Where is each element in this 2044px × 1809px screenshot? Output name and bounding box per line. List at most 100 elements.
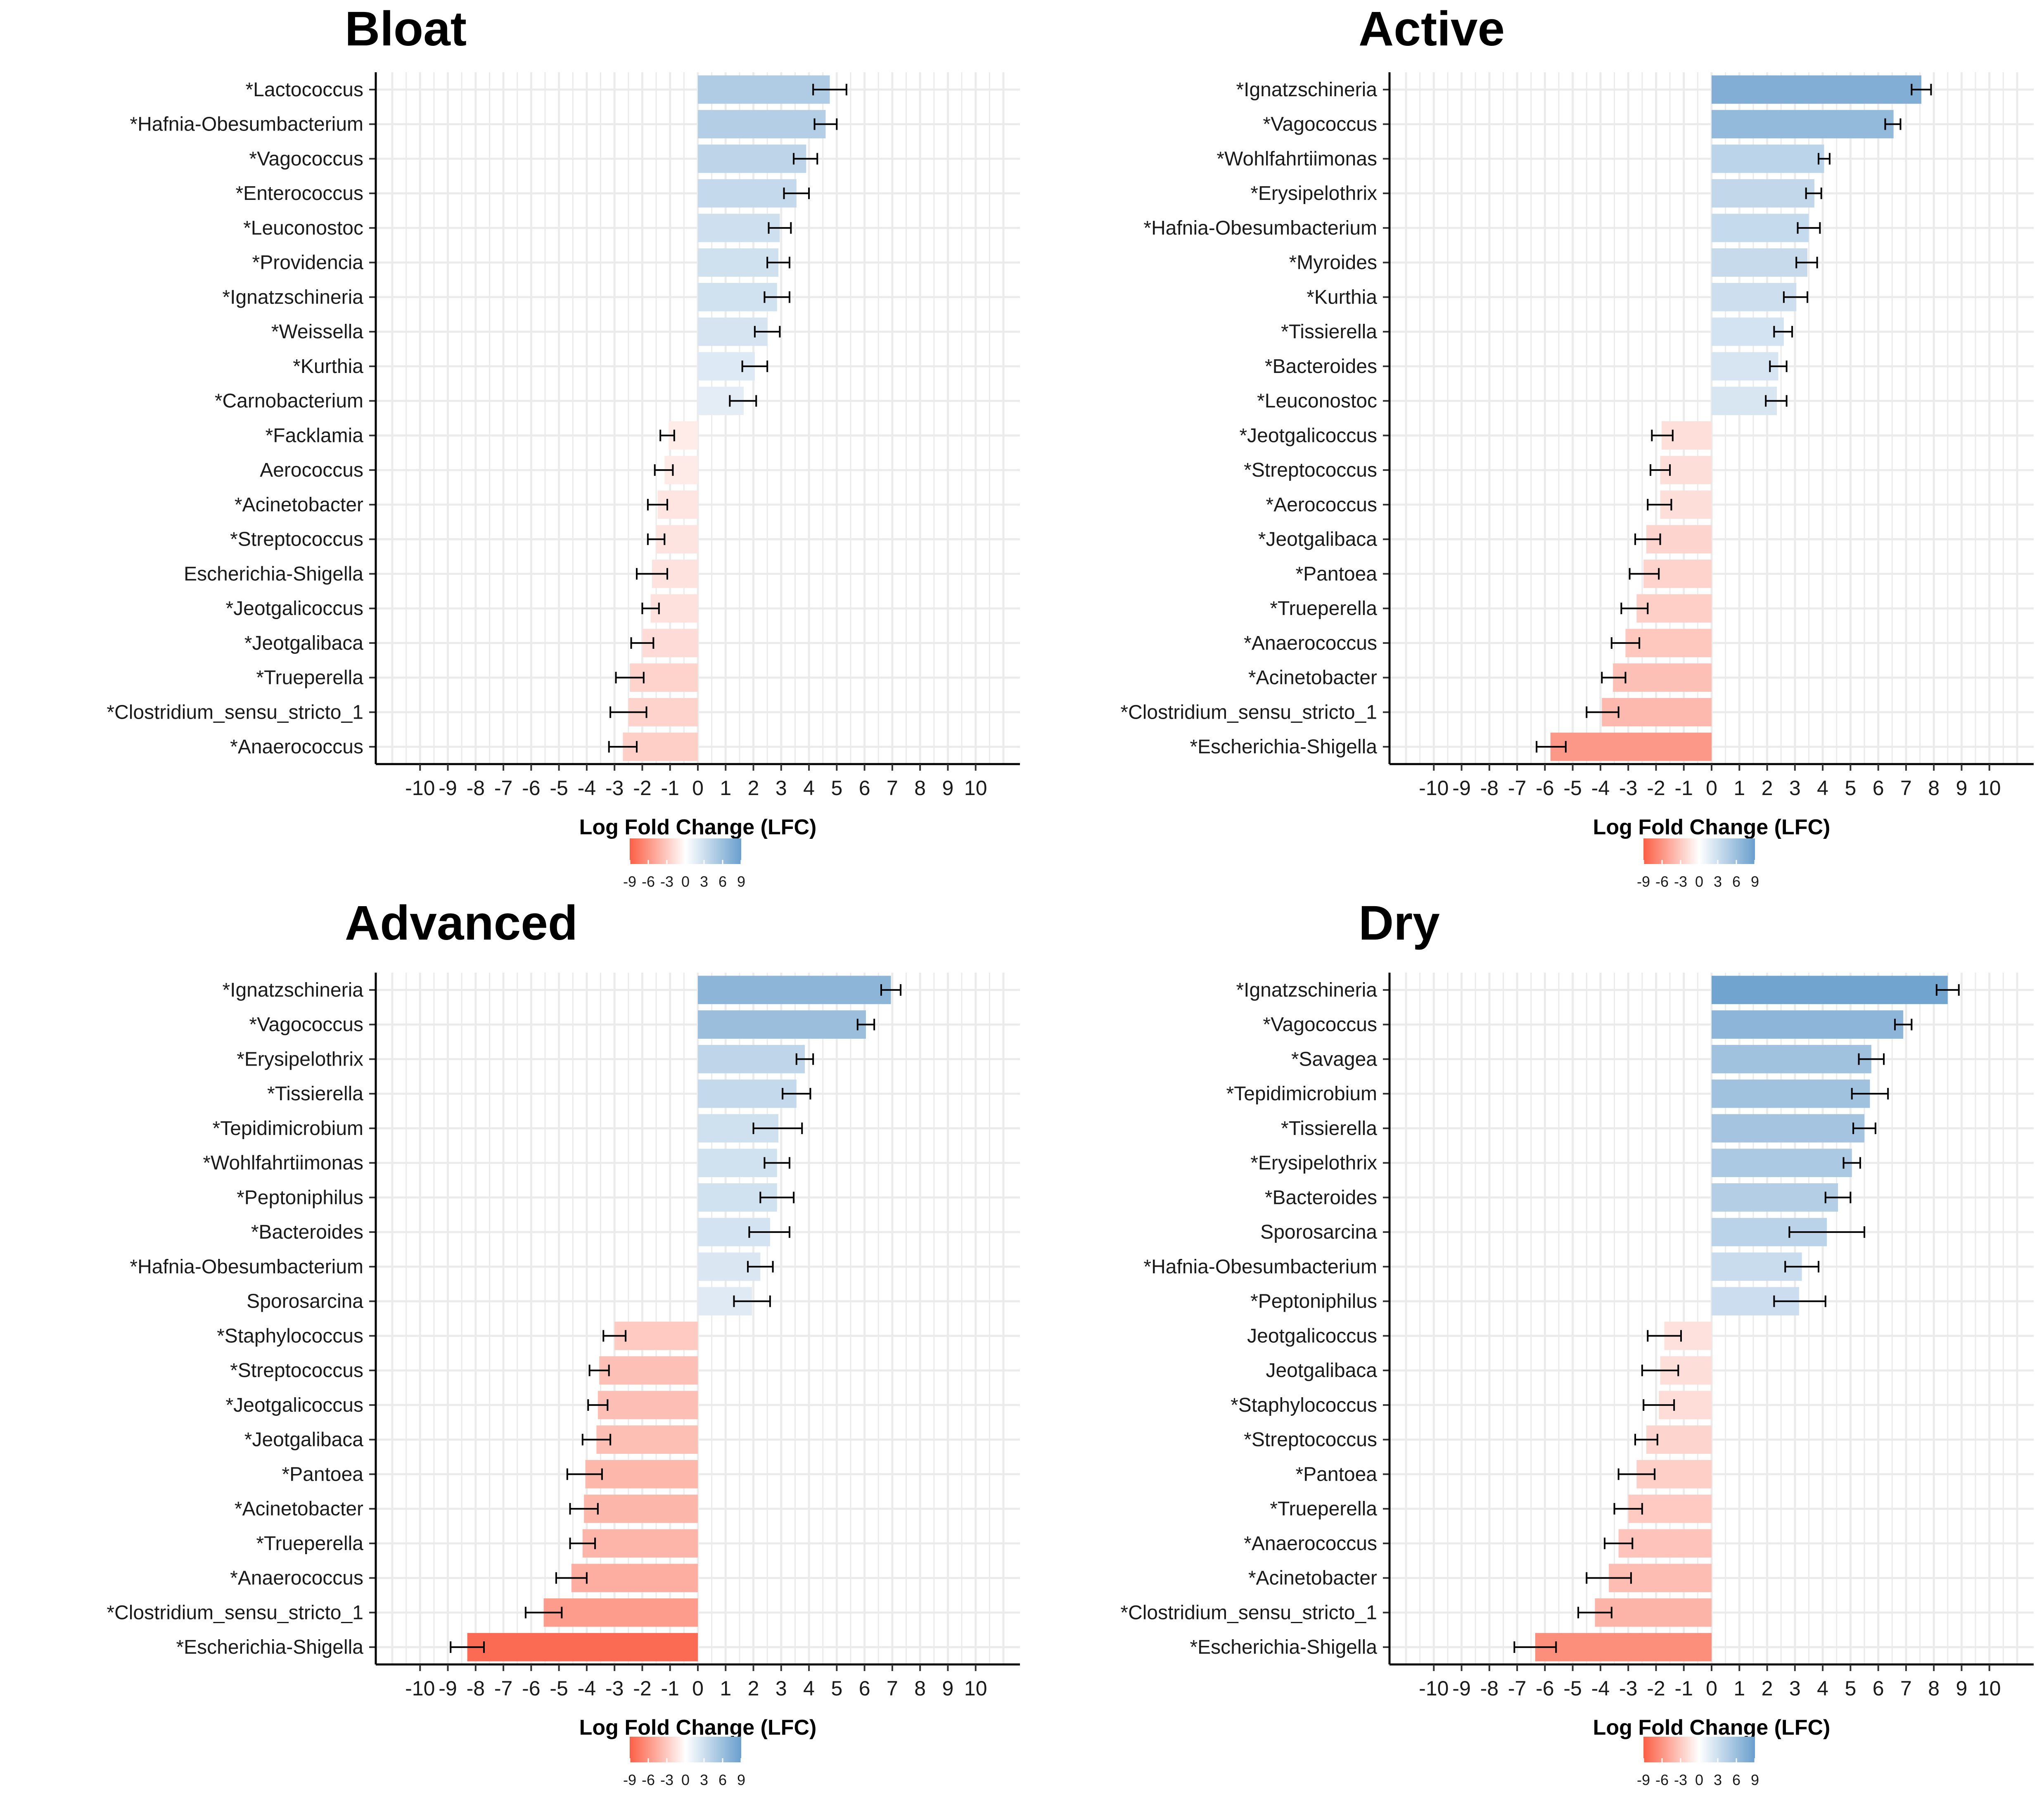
error-bar (795, 1053, 814, 1065)
error-bar (1610, 637, 1641, 649)
category-label: *Escherichia-Shigella (1190, 736, 1377, 758)
error-bar (729, 395, 757, 407)
category-label: *Lactococcus (246, 79, 364, 101)
category-label: *Vagococcus (1263, 1014, 1377, 1036)
category-label: *Bacteroides (1265, 1187, 1377, 1208)
bar (1712, 283, 1797, 311)
x-tick-label: 7 (1900, 1677, 1912, 1700)
legend-tick-label: -6 (1655, 873, 1669, 890)
bar (596, 1425, 698, 1454)
error-bar (569, 1503, 599, 1515)
error-bar (1577, 1607, 1612, 1619)
category-label: *Acinetobacter (1248, 667, 1377, 689)
x-tick-label: 5 (1845, 1677, 1856, 1700)
x-tick-label: 3 (1789, 1677, 1801, 1700)
category-label: *Hafnia-Obesumbacterium (1143, 1256, 1377, 1278)
x-tick-label: -10 (1419, 776, 1449, 800)
error-bar (1894, 1018, 1913, 1030)
x-tick-label: -6 (1536, 776, 1554, 800)
x-tick-label: 9 (942, 1677, 954, 1700)
legend-tick-label: -6 (1655, 1771, 1669, 1788)
category-label: *Ignatzschineria (222, 286, 363, 308)
error-bar (1769, 360, 1788, 372)
error-bar (748, 1226, 790, 1238)
bar (1712, 1045, 1871, 1073)
x-tick-label: -9 (439, 1677, 457, 1700)
x-tick-label: 1 (720, 776, 731, 800)
bar (1712, 145, 1824, 173)
x-axis-title: Log Fold Change (LFC) (579, 815, 817, 839)
bar (584, 1494, 698, 1523)
category-label: Sporosarcina (247, 1291, 363, 1313)
x-tick-label: -3 (605, 776, 624, 800)
category-label: *Clostridium_sensu_stricto_1 (107, 701, 363, 723)
bar (1712, 110, 1894, 138)
x-tick-label: -2 (633, 776, 651, 800)
panel-title: Advanced (345, 896, 578, 950)
bar (571, 1564, 698, 1592)
legend-tick-label: 3 (700, 873, 708, 890)
error-bar (1788, 1226, 1865, 1238)
category-label: *Jeotgalicoccus (225, 598, 363, 620)
category-label: Sporosarcina (1260, 1221, 1377, 1243)
legend-tick-label: 0 (1695, 1771, 1703, 1788)
category-label: *Erysipelothrix (1250, 183, 1377, 204)
category-label: *Vagococcus (1263, 114, 1377, 135)
category-label: *Clostridium_sensu_stricto_1 (1120, 701, 1377, 723)
error-bar (752, 1122, 803, 1134)
error-bar (793, 153, 818, 165)
panel-advanced: Advanced *Ignatzschineria *Vagococcus *Erys… (107, 896, 1020, 1788)
error-bar (647, 499, 668, 510)
error-bar (1617, 1468, 1656, 1480)
x-tick-label: -3 (1619, 1677, 1637, 1700)
x-axis-title: Log Fold Change (LFC) (579, 1716, 817, 1740)
bar (1712, 1183, 1838, 1212)
legend-tick-label: -6 (642, 1771, 655, 1788)
legend-tick-label: 6 (718, 873, 727, 890)
category-label: *Leuconostoc (1257, 390, 1377, 412)
error-bar (1784, 1261, 1819, 1272)
error-bar (654, 464, 674, 476)
x-tick-label: -2 (633, 1677, 651, 1700)
x-tick-label: 7 (887, 776, 898, 800)
x-axis-title: Log Fold Change (LFC) (1593, 1716, 1831, 1740)
category-label: *Tissierella (1281, 321, 1377, 343)
x-tick-label: 9 (942, 776, 954, 800)
category-label: *Jeotgalibaca (244, 632, 364, 654)
category-label: *Bacteroides (251, 1221, 363, 1243)
bar (698, 248, 779, 277)
error-bar (1629, 568, 1660, 580)
bar (698, 1010, 866, 1039)
legend-colorbar (630, 838, 741, 864)
error-bar (1586, 1572, 1632, 1584)
x-tick-label: -7 (1508, 1677, 1526, 1700)
gridlines (1390, 72, 2034, 764)
category-label: *Leuconostoc (243, 217, 363, 239)
x-tick-label: 8 (914, 1677, 926, 1700)
error-bar (569, 1537, 596, 1549)
error-bar (1842, 1157, 1861, 1169)
x-tick-label: -2 (1647, 776, 1665, 800)
x-tick-label: -1 (1674, 1677, 1693, 1700)
legend-tick-label: -9 (623, 1771, 636, 1788)
category-label: *Wohlfahrtiimonas (203, 1152, 363, 1174)
legend-tick-label: 9 (737, 873, 745, 890)
category-label: *Tissierella (267, 1083, 363, 1105)
x-tick-label: -6 (522, 1677, 540, 1700)
x-tick-label: 6 (859, 1677, 870, 1700)
bar (698, 145, 806, 173)
error-bar (1513, 1641, 1557, 1653)
legend-tick-label: 0 (681, 1771, 690, 1788)
error-bar (1797, 222, 1821, 234)
category-label: *Anaerococcus (1244, 1533, 1377, 1555)
error-bar (747, 1261, 774, 1272)
legend-tick-label: 6 (1732, 873, 1740, 890)
x-tick-label: 9 (1956, 1677, 1968, 1700)
category-label: *Trueperella (256, 667, 363, 689)
x-tick-label: -8 (467, 1677, 485, 1700)
category-label: *Peptoniphilus (1250, 1291, 1377, 1313)
bar (585, 1460, 698, 1489)
category-label: *Carnobacterium (215, 390, 363, 412)
category-label: *Streptococcus (1244, 459, 1377, 481)
